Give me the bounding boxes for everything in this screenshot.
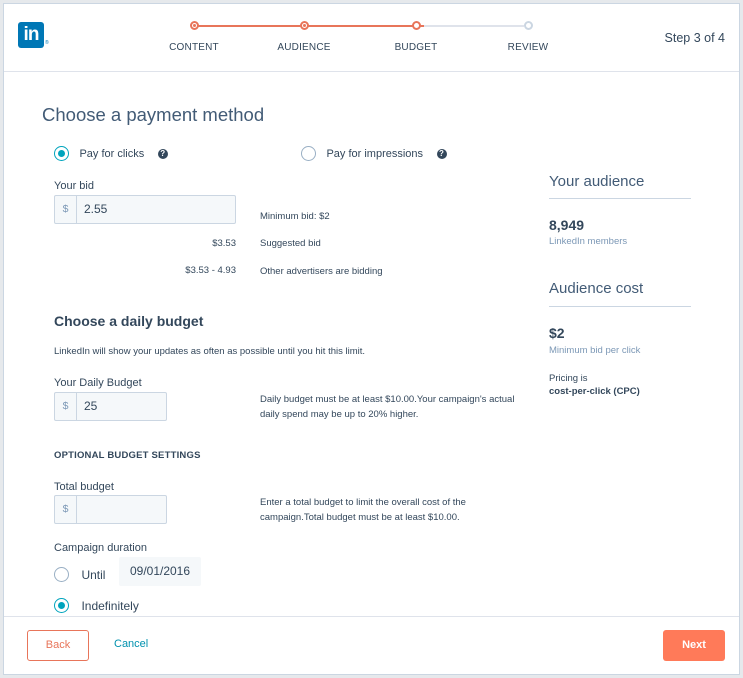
bid-input[interactable]: $ 2.55 (54, 195, 236, 224)
daily-budget-note-line: daily spend may be up to 20% higher. (260, 409, 419, 420)
total-budget-note: Enter a total budget to limit the overal… (260, 495, 466, 525)
progress-line-complete (194, 25, 424, 27)
progress-stepper: CONTENT AUDIENCE BUDGET REVIEW (144, 19, 574, 59)
header: in ® CONTENT AUDIENCE BUDGET REVIEW (4, 4, 739, 72)
page-title: Choose a payment method (42, 104, 265, 125)
step-complete-icon (299, 21, 309, 30)
total-budget-note-line: Enter a total budget to limit the overal… (260, 497, 466, 508)
registered-mark: ® (45, 40, 49, 46)
step-label: CONTENT (169, 42, 219, 53)
radio-checked-icon[interactable] (54, 146, 69, 162)
pay-for-impressions-label: Pay for impressions (326, 147, 424, 160)
step-label: BUDGET (394, 42, 438, 53)
pricing-label: Pricing is (549, 373, 588, 384)
bid-value: 2.55 (84, 202, 108, 216)
daily-budget-note: Daily budget must be at least $10.00.You… (260, 392, 514, 422)
daily-budget-input[interactable]: $ 25 (54, 392, 167, 421)
step-label: AUDIENCE (277, 42, 331, 53)
currency-prefix: $ (55, 196, 77, 223)
cancel-link[interactable]: Cancel (114, 638, 149, 650)
until-label: Until (81, 567, 106, 582)
step-complete-icon (189, 21, 199, 30)
audience-panel-title: Your audience (549, 173, 645, 190)
bid-range-label: Other advertisers are bidding (260, 266, 383, 277)
suggested-bid-value: $3.53 (212, 238, 236, 249)
optional-settings-title: OPTIONAL BUDGET SETTINGS (54, 450, 201, 461)
radio-checked-icon[interactable] (54, 598, 69, 614)
audience-cost-label: Minimum bid per click (549, 345, 641, 356)
duration-indefinitely-option[interactable]: Indefinitely (54, 597, 139, 615)
step-review[interactable]: REVIEW (478, 19, 578, 53)
campaign-window: in ® CONTENT AUDIENCE BUDGET REVIEW (3, 3, 740, 675)
step-label: REVIEW (507, 42, 549, 53)
audience-cost-title: Audience cost (549, 280, 644, 297)
currency-prefix: $ (55, 496, 77, 523)
until-date-input[interactable]: 09/01/2016 (119, 557, 201, 586)
step-audience[interactable]: AUDIENCE (254, 19, 354, 53)
next-button[interactable]: Next (663, 630, 725, 661)
currency-prefix: $ (55, 393, 77, 420)
daily-budget-note-line: Daily budget must be at least $10.00.You… (260, 394, 515, 405)
radio-unchecked-icon[interactable] (301, 146, 316, 162)
radio-unchecked-icon[interactable] (54, 567, 69, 583)
audience-count: 8,949 (549, 217, 585, 233)
progress-line-remaining (424, 25, 524, 27)
bid-label: Your bid (54, 180, 94, 192)
step-budget[interactable]: BUDGET (366, 19, 466, 53)
audience-count-label: LinkedIn members (549, 236, 628, 247)
linkedin-logo-icon: in (18, 22, 44, 48)
total-budget-label: Total budget (54, 481, 114, 493)
indefinitely-label: Indefinitely (81, 598, 139, 613)
divider (549, 306, 691, 307)
min-bid-note: Minimum bid: $2 (260, 211, 330, 222)
suggested-bid-label: Suggested bid (260, 238, 321, 249)
daily-budget-title: Choose a daily budget (54, 313, 204, 329)
pricing-value: cost-per-click (CPC) (549, 386, 640, 397)
footer: Back Cancel Next (4, 616, 739, 674)
bid-range-value: $3.53 - 4.93 (185, 265, 236, 276)
pay-for-clicks-option[interactable]: Pay for clicks ? (54, 145, 168, 163)
daily-budget-value: 25 (84, 399, 98, 413)
total-budget-note-line: campaign.Total budget must be at least $… (260, 512, 460, 523)
step-current-icon (411, 21, 421, 30)
total-budget-input[interactable]: $ (54, 495, 167, 524)
help-icon[interactable]: ? (157, 148, 168, 159)
pay-for-impressions-option[interactable]: Pay for impressions ? (301, 145, 447, 163)
audience-cost-value: $2 (549, 325, 565, 341)
step-content[interactable]: CONTENT (144, 19, 244, 53)
help-icon[interactable]: ? (436, 148, 447, 159)
back-button[interactable]: Back (27, 630, 89, 661)
divider (549, 198, 691, 199)
step-counter: Step 3 of 4 (664, 31, 725, 45)
linkedin-logo: in ® (18, 22, 49, 48)
daily-budget-description: LinkedIn will show your updates as often… (54, 346, 366, 357)
daily-budget-label: Your Daily Budget (54, 377, 142, 389)
campaign-duration-label: Campaign duration (54, 542, 147, 554)
step-pending-icon (523, 21, 533, 30)
pay-for-clicks-label: Pay for clicks (79, 147, 145, 160)
duration-until-option[interactable]: Until (54, 566, 105, 584)
